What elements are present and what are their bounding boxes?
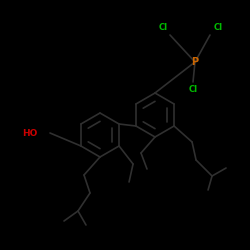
Text: P: P (192, 57, 198, 67)
Text: Cl: Cl (188, 86, 198, 94)
Text: HO: HO (22, 128, 38, 138)
Text: Cl: Cl (214, 24, 222, 32)
Text: Cl: Cl (158, 24, 168, 32)
